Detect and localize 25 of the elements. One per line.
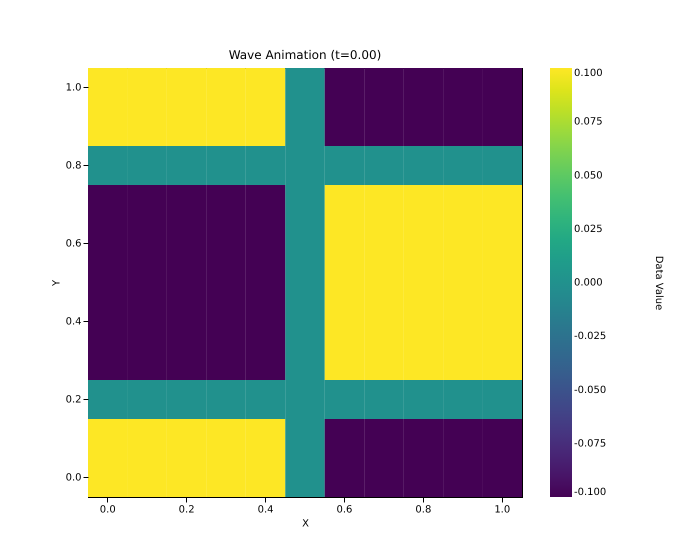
x-tick-label: 0.0 [100,504,116,516]
color-bar-label: 0.025 [574,224,603,235]
x-tick-label: 0.4 [258,504,274,516]
x-tick-label: 0.8 [415,504,432,516]
x-tick-label: 1.0 [494,504,510,516]
y-axis-title: Y [52,279,63,288]
y-tick-label: 0.0 [66,472,82,484]
color-bar-label: -0.100 [574,487,606,498]
y-tick-label: 0.6 [66,238,82,250]
y-tick-label: 0.4 [66,316,82,328]
x-axis-title: X [302,518,310,530]
chart-title: Wave Animation (t=0.00) [228,48,382,62]
x-tick-label: 0.2 [178,504,195,516]
color-bar-label: -0.075 [574,438,606,450]
color-bar-label: 0.000 [574,278,603,288]
color-bar-label: 0.100 [574,68,603,79]
x-tick-label: 0.6 [336,504,352,516]
y-tick-label: 1.0 [66,82,82,94]
color-bar-title: Data Value [653,256,664,310]
y-tick-label: 0.2 [66,394,82,406]
y-tick-label: 0.8 [66,160,82,172]
color-bar-label: -0.050 [574,384,606,396]
color-bar-label: 0.050 [574,170,603,182]
color-bar-label: -0.025 [574,331,606,342]
color-bar-label: 0.075 [574,116,603,128]
